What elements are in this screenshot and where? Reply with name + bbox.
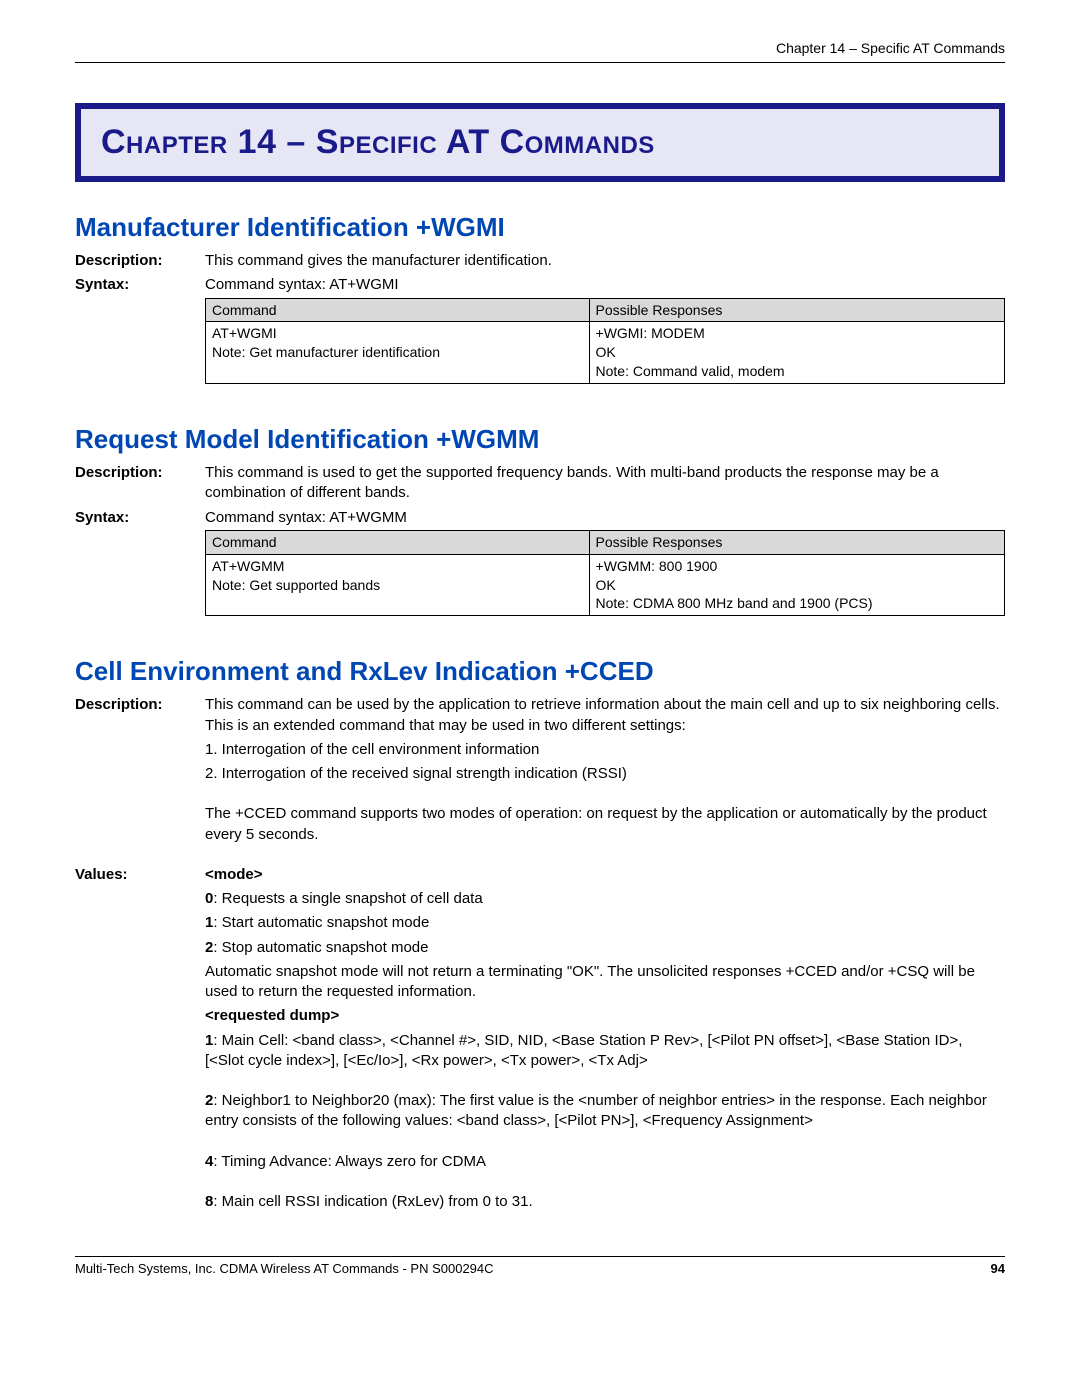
- reqdump-2: 2: Neighbor1 to Neighbor20 (max): The fi…: [205, 1091, 1005, 1132]
- table-wgmm: Command Possible Responses AT+WGMM Note:…: [205, 530, 1005, 617]
- text-syntax: Command syntax: AT+WGMI: [205, 275, 1005, 295]
- th-command: Command: [206, 530, 590, 554]
- td-command: AT+WGMM Note: Get supported bands: [206, 554, 590, 616]
- row-values: Values: <mode> 0: Requests a single snap…: [75, 865, 1005, 1216]
- th-responses: Possible Responses: [589, 298, 1004, 322]
- td-responses: +WGMM: 800 1900 OK Note: CDMA 800 MHz ba…: [589, 554, 1004, 616]
- td-responses: +WGMI: MODEM OK Note: Command valid, mod…: [589, 322, 1004, 384]
- table-row: AT+WGMM Note: Get supported bands +WGMM:…: [206, 554, 1005, 616]
- label-values: Values:: [75, 865, 205, 1216]
- reqdump-4-text: : Timing Advance: Always zero for CDMA: [213, 1153, 486, 1170]
- table-wgmi: Command Possible Responses AT+WGMI Note:…: [205, 298, 1005, 385]
- mode-2-text: : Stop automatic snapshot mode: [213, 939, 428, 956]
- cell-line: OK: [596, 576, 998, 595]
- reqdump-header: <requested dump>: [205, 1006, 1005, 1026]
- section-wgmi: Manufacturer Identification +WGMI Descri…: [75, 212, 1005, 384]
- reqdump-1-text: : Main Cell: <band class>, <Channel #>, …: [205, 1032, 962, 1069]
- content-values: <mode> 0: Requests a single snapshot of …: [205, 865, 1005, 1216]
- mode-0-text: : Requests a single snapshot of cell dat…: [213, 890, 482, 907]
- footer-text: Multi-Tech Systems, Inc. CDMA Wireless A…: [75, 1261, 494, 1276]
- mode-0: 0: Requests a single snapshot of cell da…: [205, 889, 1005, 909]
- th-command: Command: [206, 298, 590, 322]
- label-syntax: Syntax:: [75, 508, 205, 617]
- content-syntax: Command syntax: AT+WGMM Command Possible…: [205, 508, 1005, 617]
- reqdump-2-text: : Neighbor1 to Neighbor20 (max): The fir…: [205, 1092, 987, 1129]
- text-description: This command gives the manufacturer iden…: [205, 251, 1005, 271]
- row-description: Description: This command can be used by…: [75, 695, 1005, 849]
- reqdump-4: 4: Timing Advance: Always zero for CDMA: [205, 1152, 1005, 1172]
- cell-line: Note: Get supported bands: [212, 576, 583, 595]
- row-syntax: Syntax: Command syntax: AT+WGMI Command …: [75, 275, 1005, 384]
- cell-line: +WGMM: 800 1900: [596, 557, 998, 576]
- page-number: 94: [991, 1261, 1005, 1276]
- row-description: Description: This command gives the manu…: [75, 251, 1005, 271]
- text-syntax: Command syntax: AT+WGMM: [205, 508, 1005, 528]
- table-row: Command Possible Responses: [206, 298, 1005, 322]
- reqdump-1: 1: Main Cell: <band class>, <Channel #>,…: [205, 1031, 1005, 1072]
- cell-line: Note: Command valid, modem: [596, 362, 998, 381]
- label-syntax: Syntax:: [75, 275, 205, 384]
- page-header: Chapter 14 – Specific AT Commands: [75, 40, 1005, 56]
- desc-l1: 1. Interrogation of the cell environment…: [205, 740, 1005, 760]
- reqdump-8-text: : Main cell RSSI indication (RxLev) from…: [213, 1193, 532, 1210]
- label-description: Description:: [75, 251, 205, 271]
- footer-rule: [75, 1256, 1005, 1257]
- table-row: Command Possible Responses: [206, 530, 1005, 554]
- reqdump-8: 8: Main cell RSSI indication (RxLev) fro…: [205, 1192, 1005, 1212]
- section-heading: Request Model Identification +WGMM: [75, 424, 1005, 455]
- section-wgmm: Request Model Identification +WGMM Descr…: [75, 424, 1005, 616]
- header-rule: [75, 62, 1005, 63]
- td-command: AT+WGMI Note: Get manufacturer identific…: [206, 322, 590, 384]
- mode-1: 1: Start automatic snapshot mode: [205, 913, 1005, 933]
- cell-line: AT+WGMM: [212, 557, 583, 576]
- section-heading: Cell Environment and RxLev Indication +C…: [75, 656, 1005, 687]
- label-description: Description:: [75, 463, 205, 504]
- section-cced: Cell Environment and RxLev Indication +C…: [75, 656, 1005, 1216]
- text-description: This command is used to get the supporte…: [205, 463, 1005, 504]
- cell-line: Note: Get manufacturer identification: [212, 343, 583, 362]
- page-footer: Multi-Tech Systems, Inc. CDMA Wireless A…: [75, 1261, 1005, 1276]
- section-heading: Manufacturer Identification +WGMI: [75, 212, 1005, 243]
- mode-header: <mode>: [205, 865, 1005, 885]
- desc-l2: 2. Interrogation of the received signal …: [205, 764, 1005, 784]
- row-syntax: Syntax: Command syntax: AT+WGMM Command …: [75, 508, 1005, 617]
- cell-line: AT+WGMI: [212, 324, 583, 343]
- row-description: Description: This command is used to get…: [75, 463, 1005, 504]
- mode-2: 2: Stop automatic snapshot mode: [205, 938, 1005, 958]
- table-row: AT+WGMI Note: Get manufacturer identific…: [206, 322, 1005, 384]
- desc-p1: This command can be used by the applicat…: [205, 695, 1005, 736]
- desc-p2: The +CCED command supports two modes of …: [205, 804, 1005, 845]
- content-description: This command can be used by the applicat…: [205, 695, 1005, 849]
- cell-line: Note: CDMA 800 MHz band and 1900 (PCS): [596, 594, 998, 613]
- mode-1-text: : Start automatic snapshot mode: [213, 914, 429, 931]
- label-description: Description:: [75, 695, 205, 849]
- cell-line: OK: [596, 343, 998, 362]
- mode-note: Automatic snapshot mode will not return …: [205, 962, 1005, 1003]
- chapter-title-box: Chapter 14 – Specific AT Commands: [75, 103, 1005, 182]
- chapter-title: Chapter 14 – Specific AT Commands: [101, 123, 979, 162]
- page: Chapter 14 – Specific AT Commands Chapte…: [0, 0, 1080, 1306]
- content-syntax: Command syntax: AT+WGMI Command Possible…: [205, 275, 1005, 384]
- th-responses: Possible Responses: [589, 530, 1004, 554]
- cell-line: +WGMI: MODEM: [596, 324, 998, 343]
